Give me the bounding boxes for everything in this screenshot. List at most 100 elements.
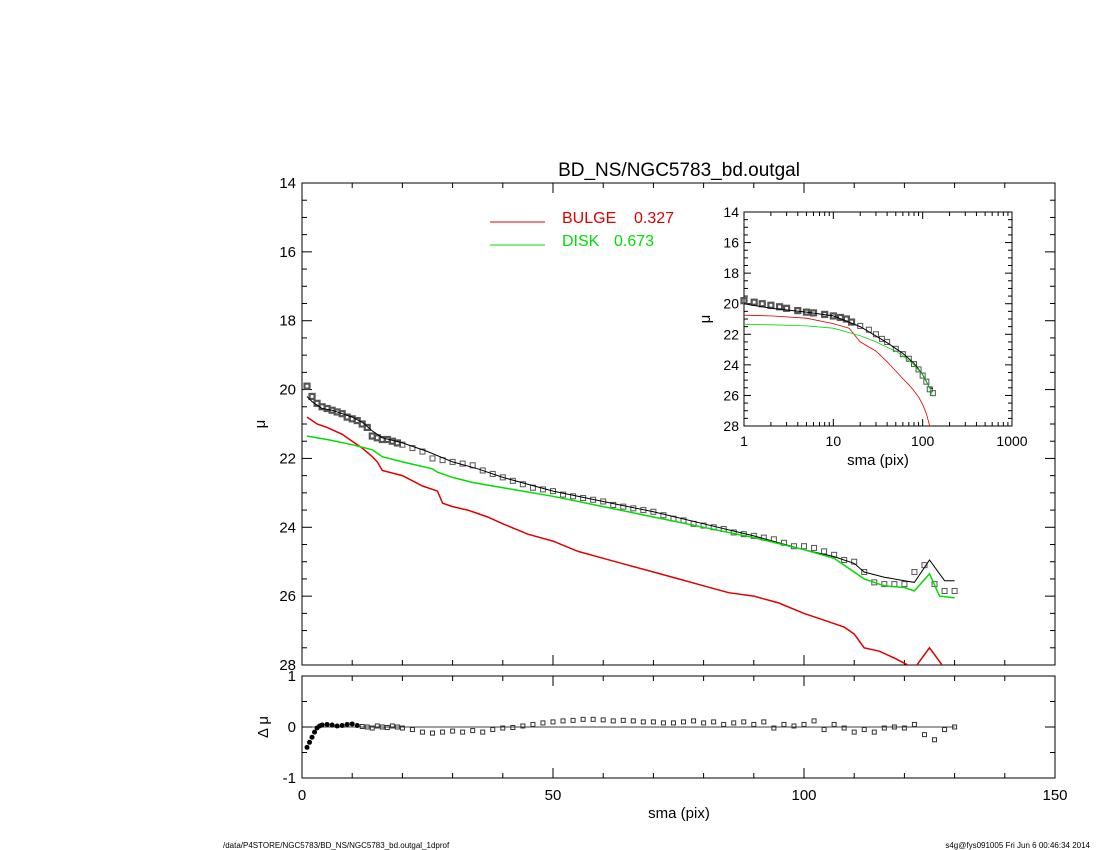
residual-point — [550, 719, 556, 725]
residual-point — [490, 727, 496, 733]
main-data-point — [811, 544, 818, 551]
main-data-point — [610, 501, 617, 508]
residual-point — [309, 734, 315, 740]
main-model-line — [306, 396, 955, 583]
inset-plot-area — [740, 297, 936, 426]
inset-frame — [743, 211, 1013, 427]
main-data-point — [911, 569, 918, 576]
residual-point — [761, 719, 767, 725]
inset-y-tick-label: 22 — [723, 326, 739, 342]
residual-point — [640, 719, 646, 725]
residual-point — [881, 725, 887, 731]
residual-x-axis-label: sma (pix) — [648, 805, 710, 822]
residual-y-axis-label: Δ μ — [255, 716, 272, 738]
footer-path: /data/P4STORE/NGC5783/BD_NS/NGC5783_bd.o… — [223, 841, 450, 850]
inset-x-tick-label: 100 — [911, 433, 935, 449]
residual-point — [354, 722, 360, 728]
residual-point — [721, 721, 727, 727]
main-data-point — [951, 587, 958, 594]
main-y-tick-label: 26 — [279, 588, 296, 605]
inset-data-point — [758, 300, 766, 308]
residual-point — [312, 729, 318, 735]
legend-bulge-label: BULGE — [562, 210, 616, 227]
residual-point — [610, 718, 616, 724]
residual-point — [304, 744, 310, 750]
inset-data-point — [884, 338, 891, 345]
inset-data-point — [750, 298, 758, 306]
main-data-point — [499, 474, 506, 481]
residual-point — [399, 725, 405, 731]
residual-point — [952, 724, 958, 730]
inset-data-point — [926, 386, 933, 393]
residual-point — [791, 723, 797, 729]
residual-point — [660, 720, 666, 726]
inset-bulge-line — [744, 314, 932, 426]
residual-y-tick-label: -1 — [283, 770, 296, 787]
residual-point — [590, 716, 596, 722]
main-data-point — [831, 551, 838, 558]
residual-point — [670, 720, 676, 726]
inset-x-tick-label: 1 — [740, 433, 748, 449]
inset-y-tick-label: 24 — [723, 357, 739, 373]
main-y-tick-label: 14 — [279, 175, 296, 192]
main-y-tick-label: 28 — [279, 657, 296, 674]
legend: BULGE 0.327 DISK 0.673 — [490, 210, 674, 250]
residual-point — [480, 729, 486, 735]
residual-point — [580, 716, 586, 722]
inset-data-point — [923, 378, 930, 385]
main-data-point — [409, 445, 416, 452]
residual-point — [349, 721, 355, 727]
main-data-point — [479, 467, 486, 474]
residual-point — [650, 719, 656, 725]
main-data-point — [871, 579, 878, 586]
residual-point — [319, 722, 325, 728]
residual-point — [821, 727, 827, 733]
residual-point — [570, 717, 576, 723]
residual-point — [374, 723, 380, 729]
main-y-tick-label: 24 — [279, 519, 296, 536]
main-data-point — [419, 448, 426, 455]
residual-point — [419, 729, 425, 735]
residual-point — [560, 718, 566, 724]
residual-point — [861, 727, 867, 733]
residual-point — [440, 729, 446, 735]
residual-x-tick-label: 0 — [298, 787, 306, 804]
residual-point — [681, 719, 687, 725]
residual-point — [901, 725, 907, 731]
residual-point — [394, 724, 400, 730]
main-disk-line — [306, 435, 955, 599]
residual-point — [520, 723, 526, 729]
residual-point — [620, 717, 626, 723]
residual-point — [691, 718, 697, 724]
residual-point — [711, 719, 717, 725]
main-data-point — [821, 548, 828, 555]
residual-point — [384, 725, 390, 731]
main-data-point — [489, 470, 496, 477]
residual-point — [600, 717, 606, 723]
residual-point — [801, 721, 807, 727]
main-y-tick-label: 20 — [279, 382, 296, 399]
residual-point — [921, 732, 927, 738]
main-data-point — [881, 581, 888, 588]
main-title: BD_NS/NGC5783_bd.outgal — [558, 160, 800, 181]
inset-data-point — [915, 366, 922, 373]
residual-point — [741, 719, 747, 725]
residual-point — [369, 725, 375, 731]
residual-point — [771, 725, 777, 731]
residual-point — [540, 720, 546, 726]
residual-point — [389, 723, 395, 729]
inset-axes: 14 16 18 20 22 24 26 281 10 100 1000 — [723, 204, 1027, 449]
residual-point — [334, 723, 340, 729]
main-data-point — [429, 455, 436, 462]
residual-point — [379, 724, 385, 730]
residual-point — [911, 721, 917, 727]
inset-data-point — [878, 335, 885, 342]
residual-point — [942, 727, 948, 733]
residual-y-tick-label: 1 — [288, 668, 296, 685]
main-data-point — [308, 392, 316, 401]
residual-point — [831, 721, 837, 727]
main-y-axis-label: μ — [252, 420, 269, 429]
legend-disk-value: 0.673 — [614, 233, 654, 250]
residual-point — [751, 721, 757, 727]
residual-point — [339, 722, 345, 728]
